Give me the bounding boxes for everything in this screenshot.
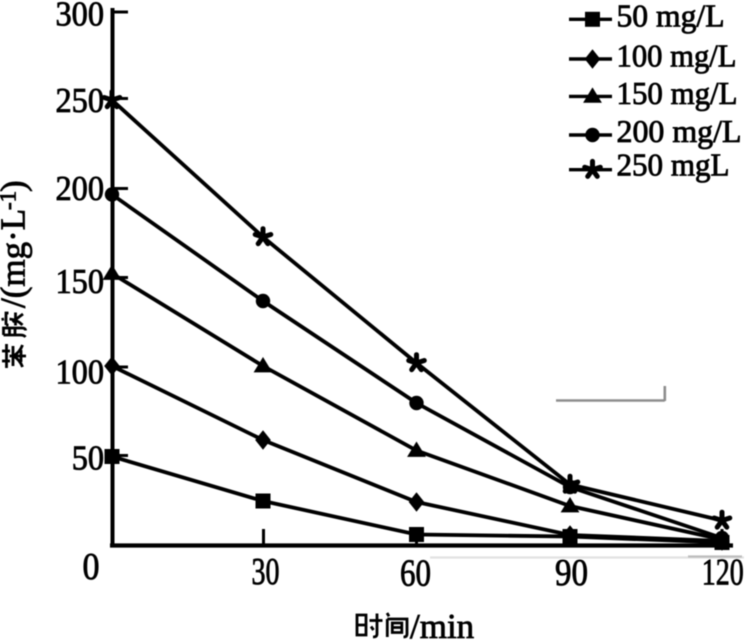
svg-text:50 mg/L: 50 mg/L <box>617 0 725 33</box>
svg-text:50: 50 <box>72 439 104 478</box>
svg-text:100: 100 <box>56 353 105 392</box>
svg-text:): ) <box>0 180 33 192</box>
svg-text:200 mg/L: 200 mg/L <box>617 113 742 149</box>
svg-text:-1: -1 <box>0 191 21 210</box>
svg-text:150 mg/L: 150 mg/L <box>617 75 738 111</box>
svg-text:250: 250 <box>56 81 105 120</box>
svg-text:30: 30 <box>252 551 280 593</box>
svg-text:/min: /min <box>410 607 474 643</box>
svg-text:200: 200 <box>56 169 105 208</box>
svg-text:250 mgL: 250 mgL <box>617 146 730 182</box>
svg-text:100 mg/L: 100 mg/L <box>617 37 737 73</box>
svg-text:300: 300 <box>56 0 105 33</box>
svg-text:60: 60 <box>400 553 431 595</box>
svg-text:90: 90 <box>555 552 588 594</box>
svg-text:150: 150 <box>56 262 105 301</box>
svg-text:/(mg·L: /(mg·L <box>0 209 33 308</box>
svg-text:0: 0 <box>83 546 100 588</box>
